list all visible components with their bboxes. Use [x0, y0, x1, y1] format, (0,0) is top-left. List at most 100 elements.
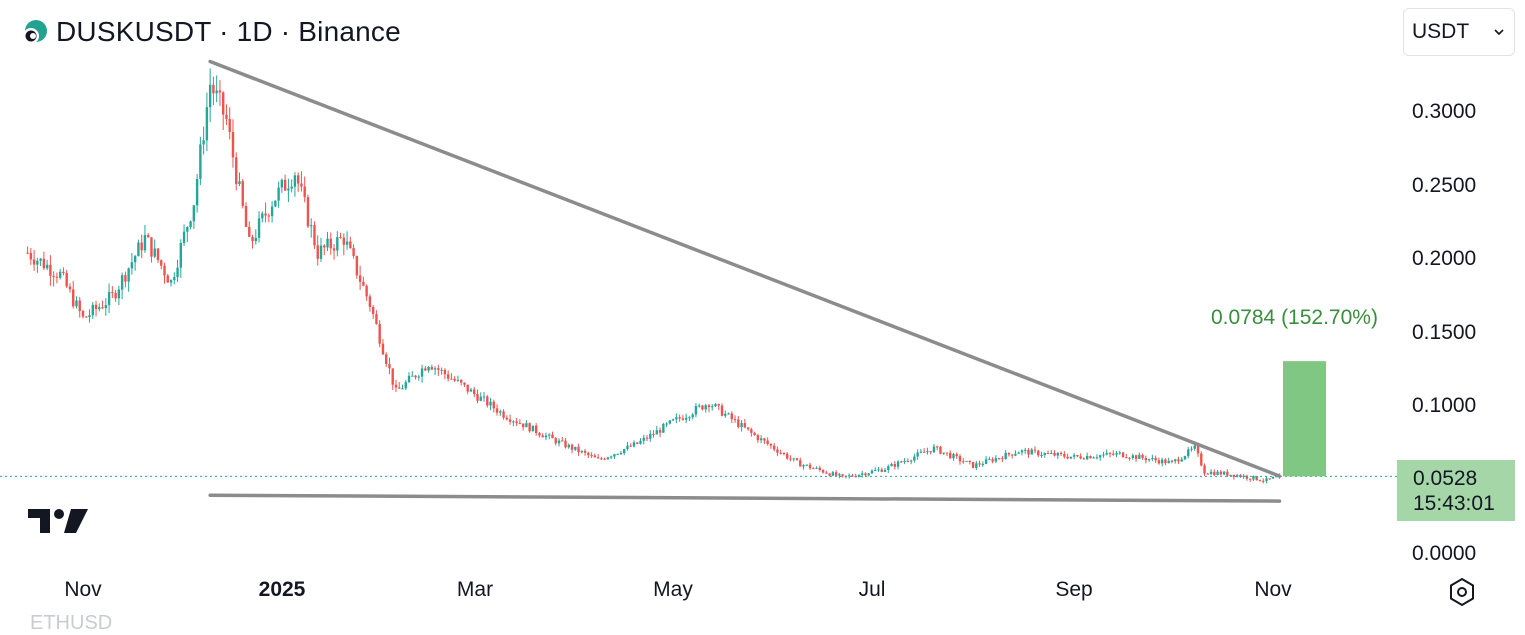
currency-select[interactable]: USDT — [1403, 8, 1515, 56]
candle-body — [619, 453, 623, 455]
candle-body — [1134, 455, 1138, 459]
candle-body — [772, 445, 776, 450]
candle-body — [665, 423, 668, 425]
settings-hexagon-icon[interactable] — [1447, 577, 1477, 607]
candle-body — [173, 277, 176, 281]
candle-body — [603, 458, 606, 460]
candle-body — [179, 243, 183, 268]
candle-body — [133, 256, 137, 263]
tradingview-logo-icon[interactable] — [26, 505, 90, 537]
candle-body — [1206, 473, 1209, 475]
candle-body — [104, 305, 108, 309]
candle-body — [257, 218, 261, 238]
candle-body — [1147, 459, 1151, 461]
candle-body — [150, 237, 153, 257]
resistance-trendline[interactable] — [208, 59, 1282, 478]
bar-countdown: 15:43:01 — [1413, 491, 1495, 515]
time-axis-tick: Nov — [1254, 578, 1292, 601]
candle-body — [385, 354, 388, 365]
candle-body — [900, 461, 903, 463]
candle-body — [828, 473, 831, 476]
candle-body — [629, 445, 632, 447]
candle-body — [323, 245, 326, 248]
candle-body — [541, 435, 544, 438]
candle-body — [1102, 454, 1105, 456]
support-trendline[interactable] — [208, 493, 1282, 503]
time-axis-tick: Mar — [456, 578, 494, 601]
candle-body — [1108, 452, 1112, 454]
candle-body — [231, 131, 235, 158]
candle-body — [720, 405, 724, 416]
candle-body — [1242, 475, 1245, 477]
candle-body — [929, 451, 932, 453]
candle-body — [264, 213, 267, 216]
candle-body — [1167, 460, 1170, 464]
candle-body — [450, 378, 453, 380]
candle-body — [427, 366, 430, 371]
candle-body — [85, 316, 88, 318]
time-axis-tick: 2025 — [258, 578, 306, 601]
candle-body — [26, 252, 29, 254]
candle-body — [1173, 459, 1177, 462]
candle-body — [1040, 454, 1043, 456]
candle-body — [1203, 465, 1206, 474]
candle-body — [303, 186, 306, 198]
candle-body — [1043, 453, 1046, 455]
candle-body — [195, 179, 199, 206]
candle-body — [593, 455, 597, 458]
candle-body — [287, 188, 290, 191]
candle-body — [919, 451, 923, 453]
candle-body — [922, 451, 926, 453]
candle-body — [596, 457, 600, 459]
candle-body — [208, 84, 212, 108]
candle-body — [205, 107, 209, 141]
measure-label: 0.0784 (152.70%) — [1211, 306, 1378, 329]
candle-body — [636, 442, 639, 444]
measure-box[interactable] — [1283, 361, 1326, 477]
candle-body — [349, 241, 352, 248]
candle-body — [1056, 452, 1060, 456]
candle-body — [143, 234, 147, 251]
candle-body — [684, 417, 688, 420]
candle-body — [518, 423, 522, 425]
candle-body — [199, 144, 202, 180]
candle-body — [479, 396, 482, 401]
candle-body — [861, 473, 864, 475]
candle-body — [381, 343, 385, 355]
candle-body — [1112, 453, 1115, 455]
candle-body — [1066, 456, 1069, 459]
candle-body — [212, 84, 215, 94]
candle-body — [306, 197, 310, 227]
candle-body — [711, 406, 714, 408]
candle-body — [186, 227, 189, 232]
candle-body — [88, 315, 91, 318]
candle-body — [697, 405, 701, 407]
candle-body — [1255, 476, 1258, 481]
candle-body — [1085, 456, 1089, 460]
candle-body — [893, 463, 897, 467]
candle-body — [508, 419, 512, 422]
candle-body — [570, 444, 574, 450]
candle-body — [1072, 455, 1076, 457]
candle-body — [1222, 471, 1226, 475]
candle-body — [795, 458, 799, 461]
candle-body — [694, 406, 698, 415]
chart-title: DUSKUSDT · 1D · Binance — [56, 16, 401, 47]
candle-body — [1144, 458, 1148, 461]
candle-body — [156, 248, 160, 261]
candle-body — [36, 260, 39, 265]
candle-body — [218, 90, 222, 93]
candle-body — [238, 181, 241, 185]
dusk-network-logo-icon — [22, 19, 48, 45]
candle-body — [91, 304, 94, 316]
candle-body — [821, 469, 825, 473]
candle-body — [1001, 458, 1004, 460]
candle-body — [890, 463, 893, 467]
candle-body — [352, 247, 355, 256]
candle-body — [623, 449, 626, 454]
candle-body — [1115, 453, 1118, 455]
candle-body — [564, 440, 567, 448]
candle-body — [658, 430, 662, 433]
candle-body — [525, 423, 528, 428]
